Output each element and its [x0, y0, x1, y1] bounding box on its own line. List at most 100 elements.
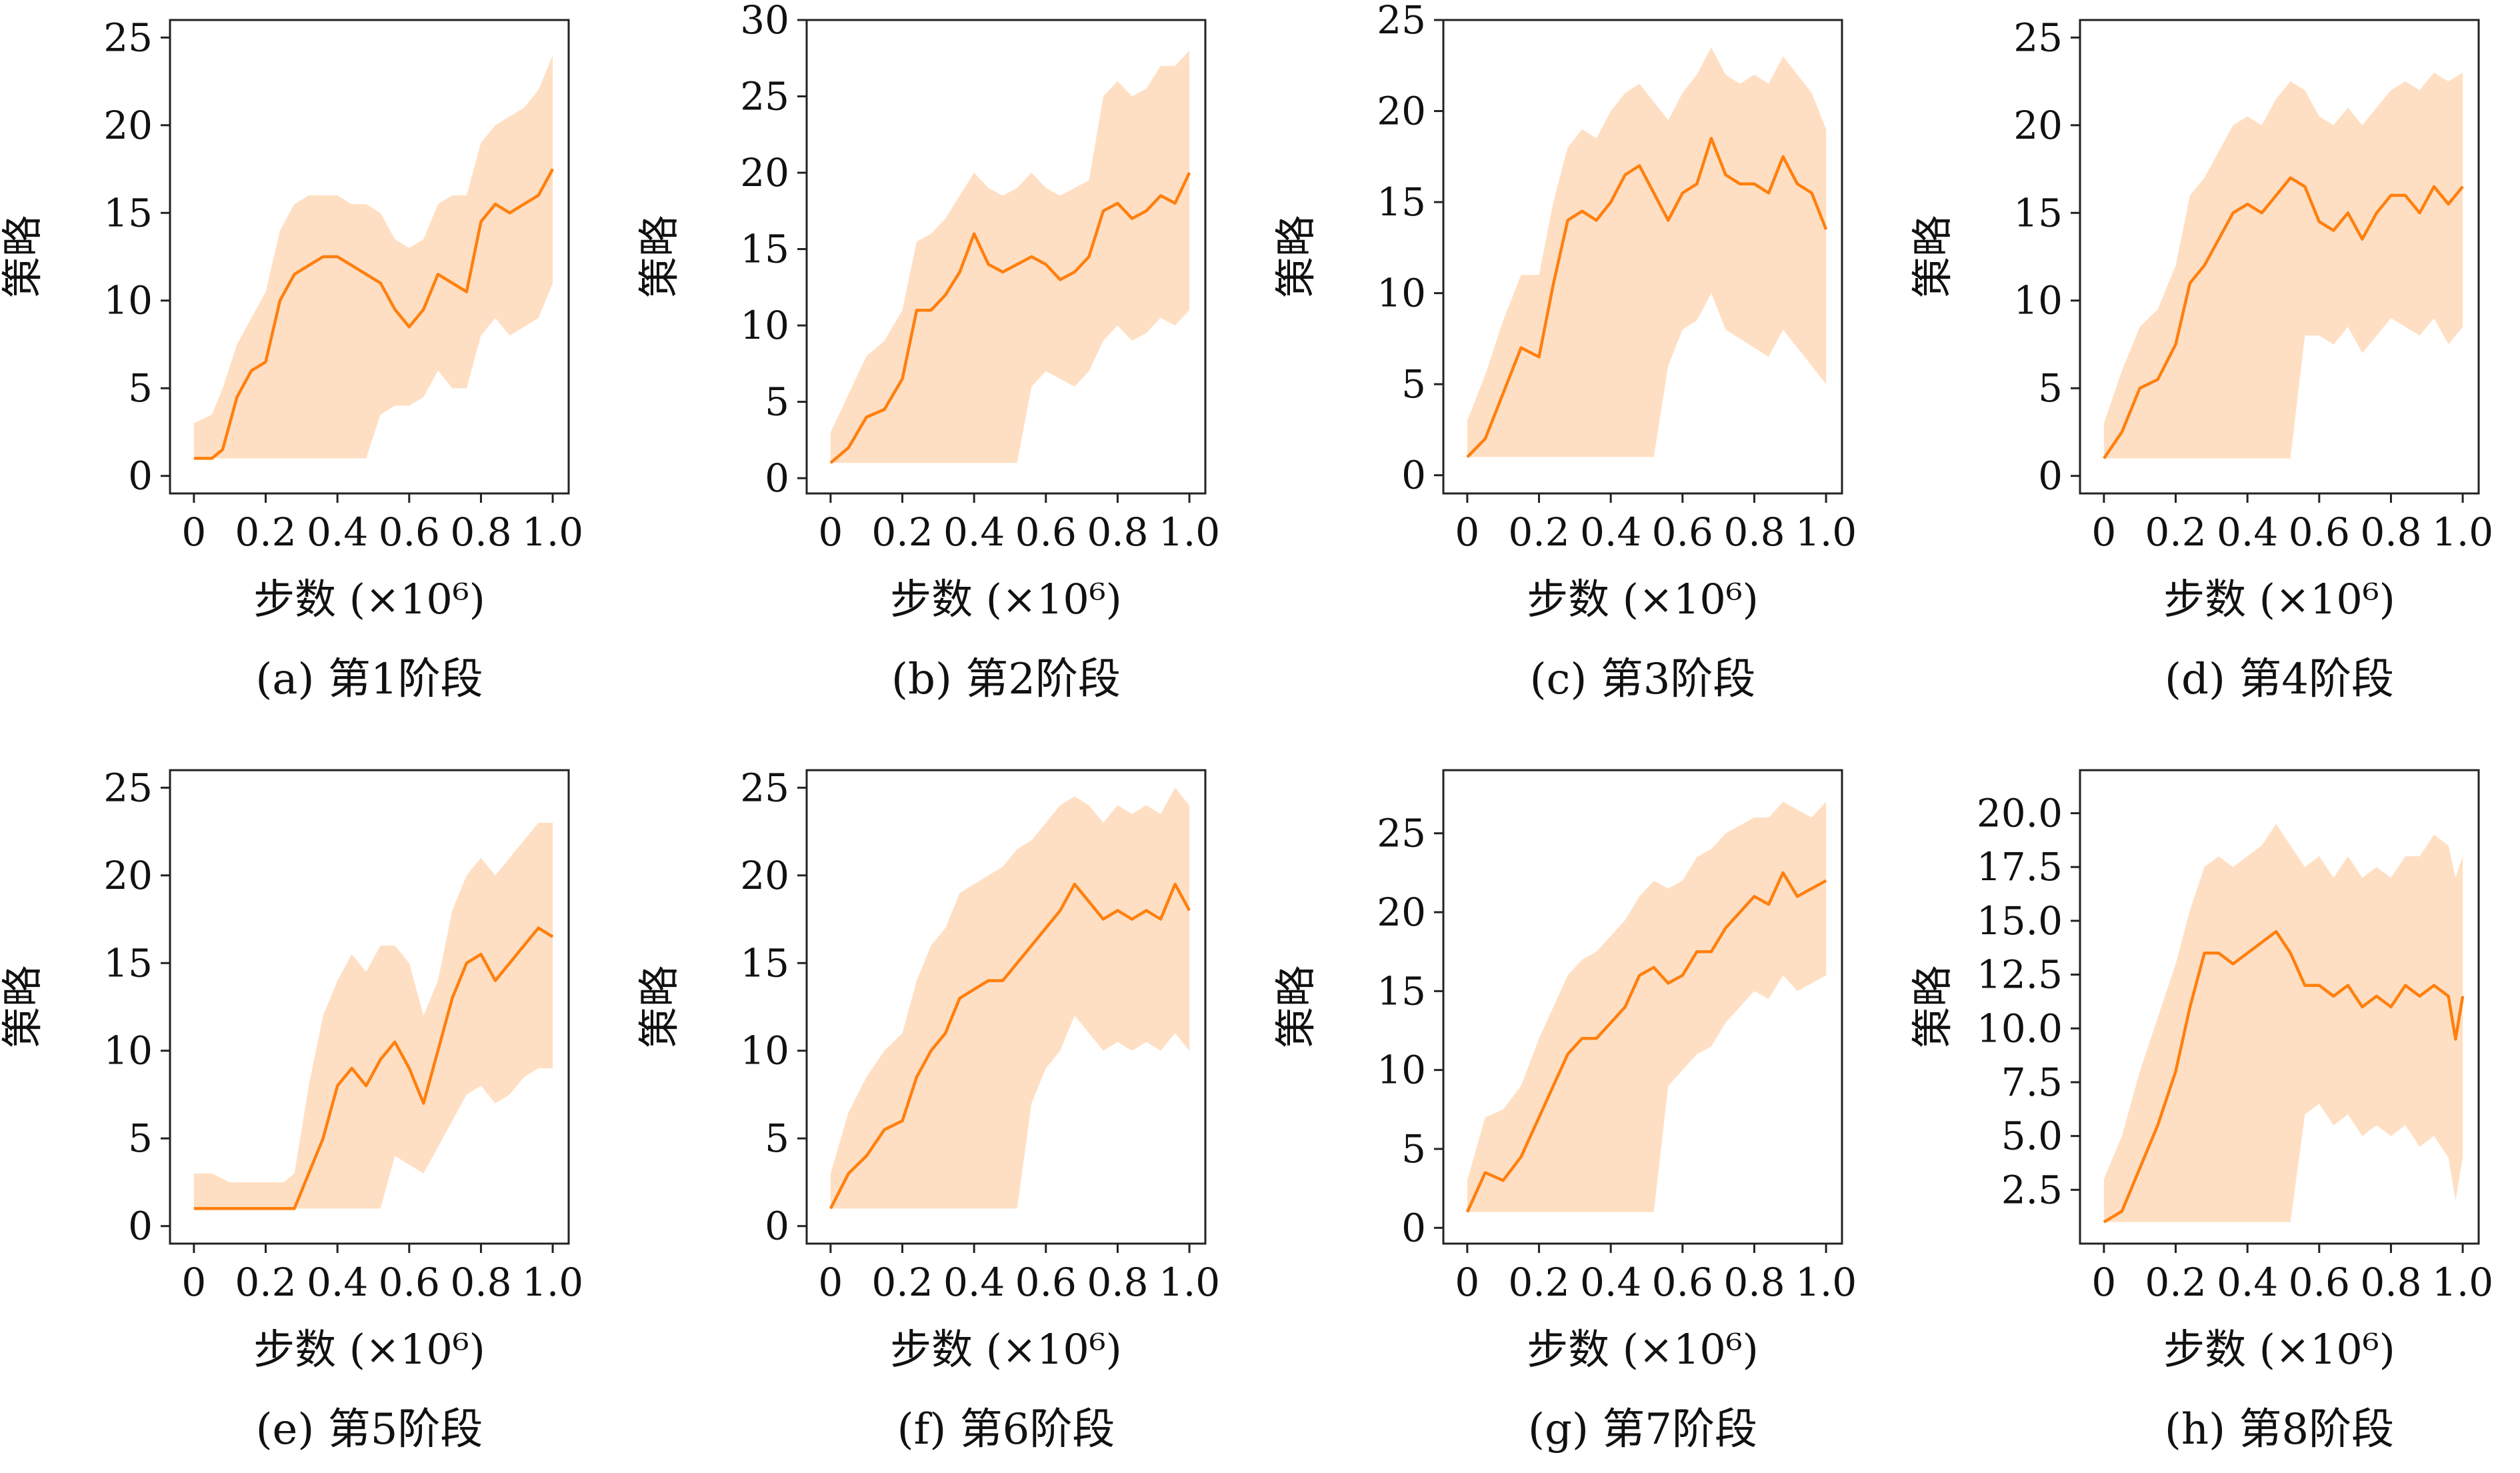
x-tick-label: 0.6	[1015, 1260, 1077, 1305]
std-band	[2103, 824, 2463, 1222]
y-tick-label: 25	[740, 74, 789, 119]
y-tick-label: 25	[103, 765, 153, 810]
x-tick-label: 0.8	[450, 1260, 511, 1305]
x-tick-label: 0.4	[2217, 1260, 2278, 1305]
y-tick-label: 20	[103, 103, 153, 148]
x-tick-label: 1.0	[522, 509, 583, 555]
std-band	[1467, 802, 1827, 1212]
panel-caption: (c) 第3阶段	[1530, 655, 1756, 704]
y-tick-label: 0	[1401, 1205, 1426, 1250]
x-tick-label: 0.6	[379, 1260, 440, 1305]
y-tick-label: 20	[1377, 890, 1426, 935]
x-tick-label: 0.4	[943, 509, 1005, 555]
y-tick-label: 20	[1377, 89, 1426, 134]
x-tick-label: 0.4	[2217, 509, 2278, 555]
x-tick-label: 0.6	[2289, 509, 2350, 555]
x-tick-label: 0.4	[943, 1260, 1005, 1305]
x-tick-label: 1.0	[1159, 509, 1220, 555]
y-tick-label: 5	[765, 1116, 789, 1161]
y-tick-label: 15	[2013, 190, 2063, 235]
y-tick-label: 15	[740, 940, 789, 986]
y-tick-label: 5	[1401, 1126, 1426, 1172]
y-tick-label: 10	[103, 1028, 153, 1074]
y-tick-label: 17.5	[1977, 844, 2063, 890]
y-tick-label: 30	[740, 0, 789, 43]
x-tick-label: 0.2	[235, 509, 296, 555]
y-tick-label: 5	[765, 379, 789, 425]
y-axis-label: 策略	[1271, 966, 1320, 1048]
std-band	[830, 50, 1190, 463]
std-band	[2103, 72, 2463, 459]
y-tick-label: 25	[1377, 0, 1426, 43]
y-tick-label: 2.5	[2001, 1167, 2063, 1212]
x-tick-label: 1.0	[1795, 509, 1857, 555]
x-tick-label: 0.8	[1723, 1260, 1785, 1305]
mean-line	[829, 882, 1191, 1210]
x-tick-label: 0.2	[871, 509, 933, 555]
x-tick-label: 0.8	[450, 509, 511, 555]
plot-frame	[805, 769, 1207, 1245]
x-axis-label: 步数 (×10⁶)	[1527, 1325, 1759, 1374]
x-tick-label: 0.4	[1580, 509, 1641, 555]
x-tick-label: 0.8	[1087, 1260, 1148, 1305]
y-axis-label: 策略	[0, 966, 47, 1048]
plot-frame	[1442, 19, 1843, 495]
y-tick-label: 0	[765, 455, 789, 501]
std-band	[1467, 47, 1827, 457]
x-tick-label: 0.6	[379, 509, 440, 555]
y-tick-label: 0	[765, 1204, 789, 1249]
x-tick-label: 1.0	[2432, 1260, 2493, 1305]
y-axis-label: 策略	[635, 215, 683, 298]
x-tick-label: 0.6	[2289, 1260, 2350, 1305]
x-tick-label: 0.8	[1087, 509, 1148, 555]
x-tick-label: 1.0	[2432, 509, 2493, 555]
mean-line	[1466, 137, 1828, 458]
mean-line	[193, 926, 554, 1210]
chart-panel-1: 0 0.2 0.4 0.6 0.8 1.0 0 5 10 15 20 25 步数 (×10⁶) 策略 (a)…	[0, 15, 583, 704]
y-tick-label: 10	[103, 278, 153, 323]
x-tick-label: 0	[181, 1260, 206, 1305]
x-axis-label: 步数 (×10⁶)	[253, 1325, 485, 1374]
panel-caption: (g) 第7阶段	[1528, 1405, 1757, 1454]
y-tick-label: 20	[103, 853, 153, 898]
chart-panel-6: 0 0.2 0.4 0.6 0.8 1.0 0 5 10 15 20 25 步数 (×10⁶) 策略 (f)…	[635, 765, 1220, 1454]
chart-panel-2: 0 0.2 0.4 0.6 0.8 1.0 0 5 10 15 20 25 30 步数 (×10⁶) 策略 (…	[635, 0, 1220, 704]
chart-panel-8: 0 0.2 0.4 0.6 0.8 1.0 2.5 5.0 7.5 10.0 12.5 15.0 17.…	[1908, 769, 2493, 1454]
plot-frame	[1442, 769, 1843, 1245]
x-axis-label: 步数 (×10⁶)	[890, 1325, 1122, 1374]
plot-frame	[169, 769, 570, 1245]
mean-line	[193, 168, 555, 460]
x-tick-label: 0.2	[1508, 509, 1569, 555]
y-axis-label: 策略	[1908, 215, 1957, 298]
y-tick-label: 5	[2038, 365, 2063, 411]
y-tick-label: 25	[2013, 15, 2063, 60]
panel-caption: (h) 第8阶段	[2165, 1405, 2394, 1454]
x-tick-label: 0	[181, 509, 206, 555]
panel-caption: (d) 第4阶段	[2165, 655, 2394, 704]
panel-caption: (a) 第1阶段	[255, 655, 483, 704]
y-axis-label: 策略	[1271, 215, 1320, 298]
plot-frame	[805, 19, 1207, 495]
x-tick-label: 0.2	[1508, 1260, 1569, 1305]
x-tick-label: 0.8	[2360, 1260, 2421, 1305]
y-tick-label: 0	[128, 1204, 153, 1249]
std-band	[193, 822, 553, 1209]
plot-frame	[2079, 769, 2480, 1245]
chart-panel-3: 0 0.2 0.4 0.6 0.8 1.0 0 5 10 15 20 25 步数 (×10⁶) 策略 (c)…	[1271, 0, 1857, 704]
y-tick-label: 5	[128, 1116, 153, 1161]
y-tick-label: 20	[2013, 103, 2063, 148]
x-tick-label: 0.4	[307, 1260, 368, 1305]
x-tick-label: 0	[818, 509, 843, 555]
x-axis-label: 步数 (×10⁶)	[1527, 575, 1759, 623]
chart-panel-7: 0 0.2 0.4 0.6 0.8 1.0 0 5 10 15 20 25 步数 (×10⁶) 策略 (g)…	[1271, 769, 1857, 1454]
std-band	[193, 55, 553, 459]
x-tick-label: 0.8	[1723, 509, 1785, 555]
y-tick-label: 15	[1377, 968, 1426, 1014]
y-tick-label: 10	[740, 1028, 789, 1074]
x-tick-label: 0.6	[1015, 509, 1077, 555]
mean-line	[1465, 871, 1827, 1213]
x-tick-label: 0.6	[1652, 1260, 1713, 1305]
mean-line	[2103, 176, 2464, 459]
panel-caption: (f) 第6阶段	[897, 1405, 1115, 1454]
y-tick-label: 15	[740, 227, 789, 272]
